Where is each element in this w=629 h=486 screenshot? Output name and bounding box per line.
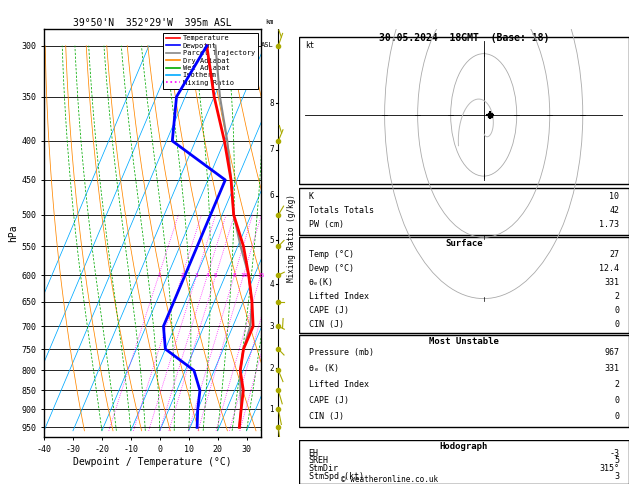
Text: 331: 331 [604, 278, 619, 287]
Text: Dewp (°C): Dewp (°C) [309, 264, 353, 273]
Text: Hodograph: Hodograph [440, 442, 488, 451]
Text: km: km [265, 19, 274, 25]
Text: 967: 967 [604, 347, 619, 357]
Text: 0: 0 [614, 396, 619, 405]
Text: 4: 4 [206, 274, 209, 278]
Text: Mixing Ratio (g/kg): Mixing Ratio (g/kg) [287, 194, 296, 282]
Text: CAPE (J): CAPE (J) [309, 396, 348, 405]
Text: 8: 8 [269, 99, 274, 108]
Text: 5: 5 [214, 274, 218, 278]
Text: 15: 15 [257, 274, 264, 278]
Text: 3: 3 [195, 274, 199, 278]
Text: 12.4: 12.4 [599, 264, 619, 273]
Text: 0: 0 [614, 306, 619, 315]
Y-axis label: hPa: hPa [9, 225, 19, 242]
Bar [299, 335, 629, 427]
Text: 5: 5 [269, 236, 274, 245]
X-axis label: Dewpoint / Temperature (°C): Dewpoint / Temperature (°C) [73, 457, 232, 467]
Text: Lifted Index: Lifted Index [309, 380, 369, 389]
Text: 1: 1 [269, 404, 274, 414]
Text: 1.73: 1.73 [599, 220, 619, 229]
Text: Temp (°C): Temp (°C) [309, 250, 353, 259]
Text: CIN (J): CIN (J) [309, 412, 343, 421]
Text: 331: 331 [604, 364, 619, 373]
Text: θₑ (K): θₑ (K) [309, 364, 338, 373]
Text: 7: 7 [269, 145, 274, 155]
Text: 10: 10 [609, 191, 619, 201]
Text: 3: 3 [614, 471, 619, 481]
Text: K: K [309, 191, 314, 201]
Text: 2: 2 [614, 380, 619, 389]
Text: SREH: SREH [309, 456, 329, 465]
Text: 1: 1 [157, 274, 160, 278]
Text: 27: 27 [609, 250, 619, 259]
Text: 30.05.2024  18GMT  (Base: 18): 30.05.2024 18GMT (Base: 18) [379, 33, 549, 43]
Text: StmDir: StmDir [309, 464, 338, 473]
Bar [299, 237, 629, 333]
Text: Most Unstable: Most Unstable [429, 337, 499, 347]
Text: 0: 0 [614, 412, 619, 421]
Text: CIN (J): CIN (J) [309, 320, 343, 329]
Text: Totals Totals: Totals Totals [309, 206, 374, 215]
Legend: Temperature, Dewpoint, Parcel Trajectory, Dry Adiabat, Wet Adiabat, Isotherm, Mi: Temperature, Dewpoint, Parcel Trajectory… [163, 33, 257, 88]
Text: 2: 2 [181, 274, 184, 278]
Bar [299, 189, 629, 235]
Text: Surface: Surface [445, 240, 482, 248]
Text: 3: 3 [269, 322, 274, 331]
Text: 315°: 315° [599, 464, 619, 473]
Text: 2: 2 [269, 364, 274, 373]
Text: kt: kt [305, 41, 314, 51]
Title: 39°50'N  352°29'W  395m ASL: 39°50'N 352°29'W 395m ASL [73, 18, 232, 28]
Text: θₑ(K): θₑ(K) [309, 278, 333, 287]
Text: 42: 42 [609, 206, 619, 215]
Text: Lifted Index: Lifted Index [309, 292, 369, 301]
Text: 4: 4 [269, 280, 274, 289]
Text: ASL: ASL [261, 42, 274, 49]
Text: 5: 5 [614, 456, 619, 465]
Text: Pressure (mb): Pressure (mb) [309, 347, 374, 357]
Text: 6: 6 [269, 191, 274, 200]
Text: 10: 10 [240, 274, 247, 278]
Text: © weatheronline.co.uk: © weatheronline.co.uk [342, 475, 438, 484]
Text: StmSpd (kt): StmSpd (kt) [309, 471, 364, 481]
Text: EH: EH [309, 449, 319, 458]
Text: CAPE (J): CAPE (J) [309, 306, 348, 315]
Text: 0: 0 [614, 320, 619, 329]
Bar [299, 37, 629, 184]
Text: 2: 2 [614, 292, 619, 301]
Text: 8: 8 [233, 274, 237, 278]
Text: PW (cm): PW (cm) [309, 220, 343, 229]
Text: -3: -3 [609, 449, 619, 458]
